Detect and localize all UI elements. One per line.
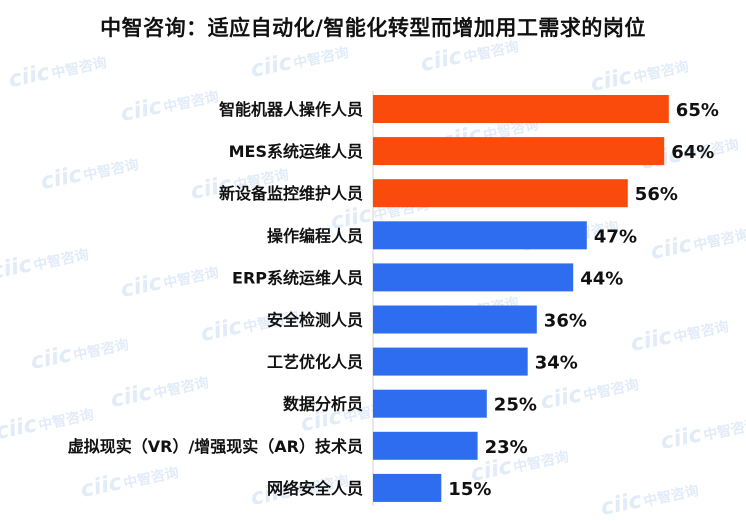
bar [373,305,537,334]
category-label: 虚拟现实（VR）/增强现实（AR）技术员 [68,437,363,456]
data-label: 47% [594,226,637,247]
bar [373,347,528,376]
category-label: ERP系统运维人员 [232,268,363,287]
category-label: MES系统运维人员 [229,142,363,161]
data-label: 25% [494,395,537,416]
data-label: 44% [580,268,623,289]
data-label: 23% [485,437,528,458]
bar [373,95,669,123]
bar [373,431,478,460]
bar [373,473,442,502]
data-label: 56% [635,184,678,205]
data-label: 34% [535,353,578,374]
category-label: 安全检测人员 [267,311,363,330]
category-label: 网络安全人员 [267,479,363,498]
bar [373,137,665,166]
bar [373,221,587,250]
category-label: 工艺优化人员 [267,353,363,372]
data-label: 65% [676,100,719,121]
bar [373,263,574,292]
chart-title: 中智咨询：适应自动化/智能化转型而增加用工需求的岗位 [100,16,646,40]
bar [373,179,628,208]
category-label: 新设备监控维护人员 [219,184,363,203]
data-label: 64% [671,142,714,163]
category-label: 智能机器人操作人员 [219,100,363,119]
category-label: 操作编程人员 [267,226,363,245]
bar [373,389,487,418]
data-label: 15% [448,479,491,500]
data-label: 36% [544,311,587,332]
category-label: 数据分析员 [283,395,363,414]
